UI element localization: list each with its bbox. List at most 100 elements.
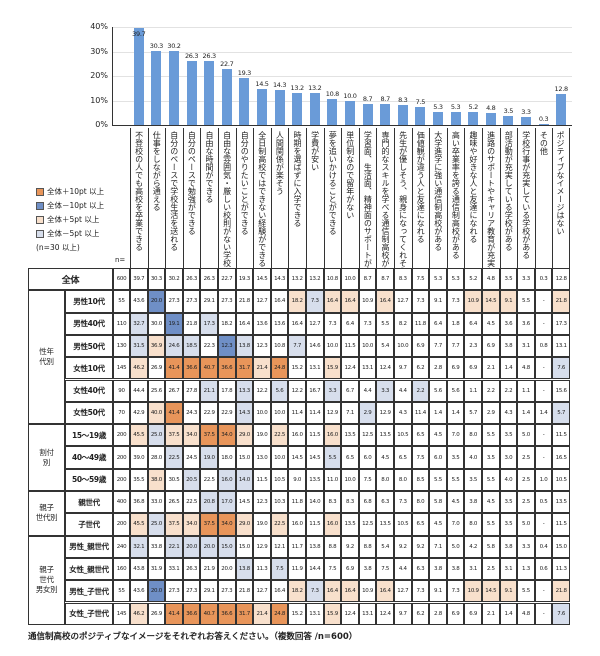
data-cell: 24.5 — [182, 446, 201, 469]
data-cell: 17.3 — [200, 312, 218, 335]
data-cell: 11.7 — [288, 535, 306, 558]
bar — [257, 89, 267, 125]
data-cell: 16.4 — [323, 580, 342, 603]
n-cell: 200 — [113, 424, 130, 447]
data-cell: 12.7 — [394, 290, 412, 313]
category-label: 全日制高校ではできない経験ができる — [253, 128, 271, 268]
data-cell: 3.8 — [446, 557, 465, 581]
data-cell: 5.4 — [376, 535, 394, 558]
data-cell: 29.1 — [200, 580, 218, 603]
data-cell: 13.1 — [552, 334, 570, 358]
data-cell: 3.1 — [499, 557, 518, 581]
category-label: 夢を追いかけることができる — [323, 128, 342, 268]
data-cell: 4.3 — [499, 401, 518, 425]
bar — [397, 104, 408, 125]
data-cell: 12.7 — [394, 580, 412, 603]
data-cell: 6.5 — [394, 446, 412, 469]
data-cell: 6.9 — [482, 334, 500, 358]
data-cell: 26.5 — [165, 491, 183, 514]
data-cell: 15.0 — [235, 535, 254, 558]
data-cell: - — [534, 446, 553, 469]
data-cell: 4.8 — [517, 602, 535, 625]
data-cell: 27.3 — [182, 580, 201, 603]
data-cell: 11.8 — [288, 491, 306, 514]
data-cell: 7.3 — [358, 312, 377, 335]
category-label: 時期を選ばずに入学できる — [288, 128, 306, 268]
bar-value-label: 8.7 — [380, 94, 390, 103]
data-cell: 43.8 — [130, 557, 148, 581]
data-cell: 11.8 — [411, 312, 430, 335]
data-cell: 15.9 — [323, 602, 342, 625]
data-cell: 3.8 — [464, 491, 482, 514]
row-label: 女性_子世代 — [65, 602, 113, 625]
data-cell: 24.8 — [270, 602, 289, 625]
gridline — [112, 27, 572, 28]
data-cell: 20.0 — [147, 580, 166, 603]
category-label: 部活動が充実している学校がある — [499, 128, 518, 268]
category-label: 大学進学に強い通信制高校がある — [429, 128, 447, 268]
data-cell: 9.7 — [394, 357, 412, 380]
data-cell: 38.0 — [147, 468, 166, 491]
bar-value-label: 3.3 — [521, 107, 531, 116]
data-cell: 5.5 — [323, 446, 342, 469]
bar — [521, 116, 531, 125]
n-cell: 110 — [113, 312, 130, 335]
data-cell: 4.0 — [464, 446, 482, 469]
category-label: 趣味や好きな人と友達になれる — [464, 128, 482, 268]
data-cell: 9.2 — [341, 535, 359, 558]
data-cell: 5.8 — [482, 535, 500, 558]
data-cell: 45.5 — [130, 513, 148, 536]
data-cell: 36.6 — [218, 357, 236, 380]
data-cell: 11.5 — [306, 513, 324, 536]
data-cell: 4.5 — [376, 446, 394, 469]
row-label: 女性10代 — [65, 357, 113, 380]
legend-item: 全体＋5pt 以上 — [36, 214, 99, 225]
data-cell: 6.4 — [464, 312, 482, 335]
data-cell: 11.5 — [253, 468, 271, 491]
data-cell: 0.3 — [534, 268, 553, 291]
data-cell: 9.1 — [499, 290, 518, 313]
data-cell: 40.7 — [200, 602, 218, 625]
data-cell: 9.1 — [429, 290, 447, 313]
data-cell: 6.5 — [411, 424, 430, 447]
y-tick-label: 0% — [95, 120, 108, 129]
category-label: 不登校の人でも高校を卒業できる — [130, 128, 148, 268]
data-cell: 13.2 — [306, 268, 324, 291]
legend-label: 全体＋5pt 以上 — [47, 215, 100, 224]
data-cell: 15.0 — [218, 535, 236, 558]
data-cell: 14.5 — [288, 446, 306, 469]
data-cell: 12.9 — [376, 401, 394, 425]
bar-value-label: 39.7 — [132, 29, 146, 38]
data-cell: 3.6 — [517, 312, 535, 335]
data-cell: 3.8 — [429, 557, 447, 581]
data-cell: 46.2 — [130, 602, 148, 625]
row-label: 50～59歳 — [65, 468, 113, 491]
data-cell: 30.3 — [147, 268, 166, 291]
bar-value-label: 10.8 — [325, 89, 340, 98]
data-cell: 41.4 — [165, 602, 183, 625]
n-cell: 200 — [113, 446, 130, 469]
row-label: 子世代 — [65, 513, 113, 536]
y-axis-line — [112, 27, 113, 125]
data-cell: 16.5 — [552, 446, 570, 469]
bar-value-label: 12.8 — [554, 84, 569, 93]
data-cell: 13.5 — [341, 424, 359, 447]
data-cell: 7.5 — [411, 446, 430, 469]
n-cell: 240 — [113, 535, 130, 558]
bar-value-label: 13.2 — [290, 83, 305, 92]
data-cell: 1.4 — [534, 401, 553, 425]
bar — [292, 92, 303, 125]
bar — [538, 124, 549, 125]
data-cell: 4.4 — [394, 379, 412, 402]
data-cell: - — [534, 312, 553, 335]
bar — [415, 106, 426, 125]
bar — [362, 103, 373, 125]
category-label: その他 — [534, 128, 553, 268]
row-label: 女性50代 — [65, 401, 113, 425]
data-cell: 17.3 — [552, 312, 570, 335]
data-cell: 21.8 — [552, 290, 570, 313]
bar — [221, 69, 232, 125]
data-cell: 6.2 — [411, 602, 430, 625]
bar-value-label: 5.3 — [433, 103, 443, 111]
data-cell: 20.0 — [218, 557, 236, 581]
